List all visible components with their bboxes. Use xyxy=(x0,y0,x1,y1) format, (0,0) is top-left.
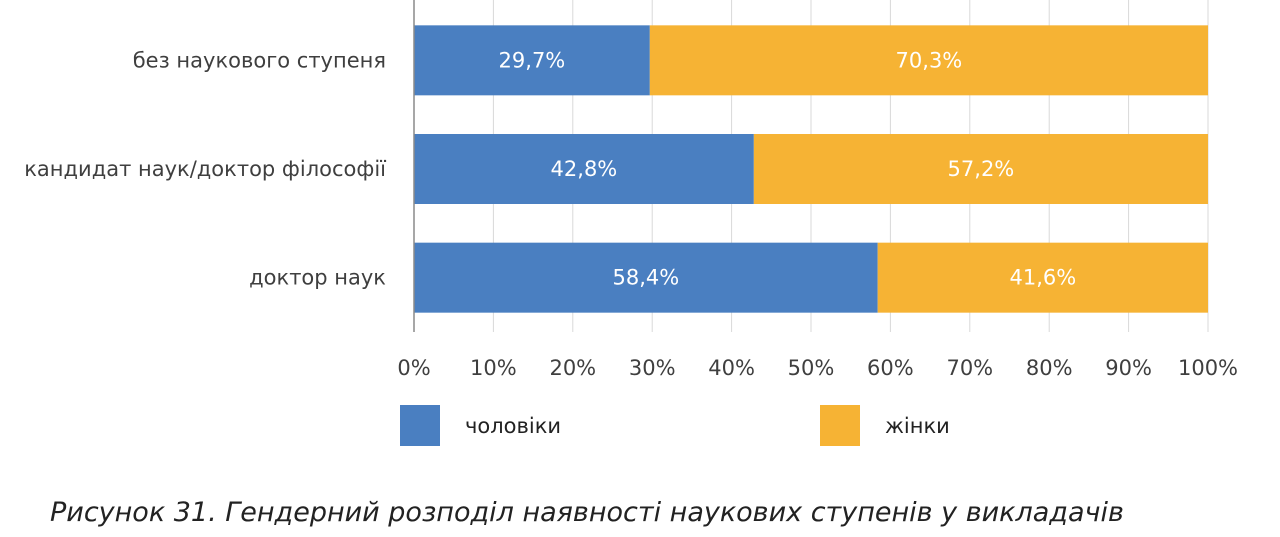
legend-label: чоловіки xyxy=(465,414,561,438)
data-label: 41,6% xyxy=(1009,266,1076,290)
data-label: 42,8% xyxy=(551,157,618,181)
x-tick-label: 30% xyxy=(629,356,676,380)
bar-segment xyxy=(877,242,1208,313)
legend-swatch xyxy=(820,405,860,446)
data-label: 29,7% xyxy=(499,48,566,72)
data-label: 57,2% xyxy=(948,157,1015,181)
legend-swatch xyxy=(400,405,440,446)
bars: 29,7% 70,3% 42,8% 57,2% 58,4% 41,6% xyxy=(414,25,1208,313)
category-label: доктор наук xyxy=(249,266,386,290)
legend-label: жінки xyxy=(885,414,950,438)
category-label: кандидат наук/доктор філософії xyxy=(24,157,386,181)
x-tick-label: 40% xyxy=(708,356,755,380)
x-tick-label: 20% xyxy=(549,356,596,380)
bar-segment xyxy=(414,25,650,96)
bar-segment xyxy=(649,25,1208,96)
x-tick-label: 100% xyxy=(1178,356,1238,380)
x-axis-ticks: 0% 10% 20% 30% 40% 50% 60% 70% 80% 90% 100% xyxy=(397,356,1238,380)
x-tick-label: 80% xyxy=(1026,356,1073,380)
bar-segment xyxy=(753,134,1208,204)
x-tick-label: 10% xyxy=(470,356,517,380)
category-labels: без наукового ступеня кандидат наук/докто… xyxy=(24,48,386,289)
bar-segment xyxy=(414,134,754,204)
x-tick-label: 70% xyxy=(946,356,993,380)
x-tick-label: 0% xyxy=(397,356,430,380)
x-tick-label: 60% xyxy=(867,356,914,380)
figure-caption: Рисунок 31. Гендерний розподіл наявності… xyxy=(50,497,1124,528)
data-label: 58,4% xyxy=(612,266,679,290)
chart: 29,7% 70,3% 42,8% 57,2% 58,4% 41,6% без науко… xyxy=(24,0,1238,446)
legend: чоловіки жінки xyxy=(400,405,950,446)
x-tick-label: 50% xyxy=(788,356,835,380)
x-tick-label: 90% xyxy=(1105,356,1152,380)
data-label: 70,3% xyxy=(896,48,963,72)
category-label: без наукового ступеня xyxy=(133,48,386,72)
bar-segment xyxy=(414,242,878,313)
